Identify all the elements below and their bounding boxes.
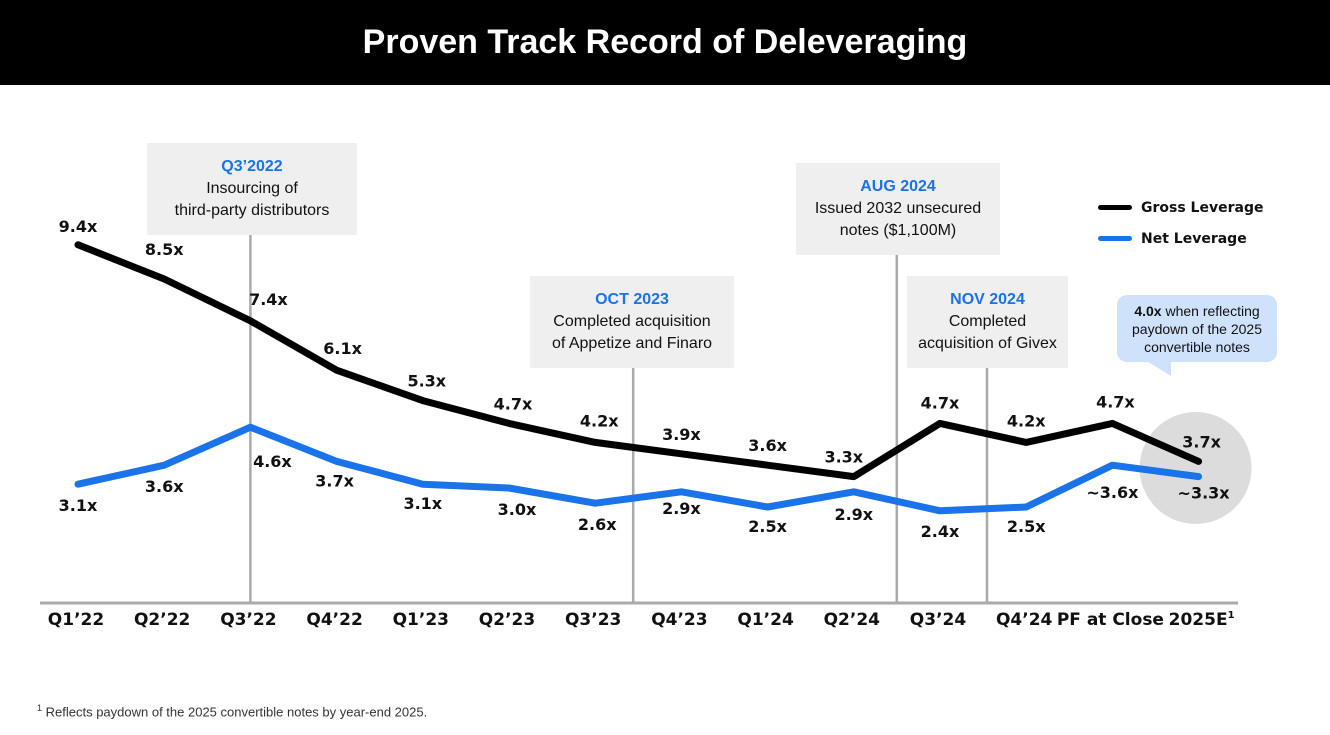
callout-text: Insourcing of bbox=[206, 180, 298, 197]
x-tick-label: Q2’23 bbox=[479, 610, 535, 630]
net-data-label: 4.6x bbox=[253, 452, 292, 471]
x-tick-label: Q1’23 bbox=[393, 610, 449, 630]
callout-heading: NOV 2024 bbox=[950, 291, 1025, 308]
gross-data-label: 6.1x bbox=[323, 339, 362, 358]
gross-data-label: 7.4x bbox=[249, 290, 288, 309]
x-tick-label: Q4’23 bbox=[651, 610, 707, 630]
callout-text: acquisition of Givex bbox=[918, 335, 1057, 352]
x-tick-label: Q3’24 bbox=[910, 610, 967, 630]
net-data-label: 3.7x bbox=[315, 471, 354, 490]
net-data-label: 2.5x bbox=[1007, 517, 1046, 536]
net-leverage-line bbox=[74, 423, 1203, 515]
gross-data-label: 8.5x bbox=[145, 240, 184, 259]
x-tick-label: 2025E1 bbox=[1169, 610, 1235, 630]
chart-legend: Gross Leverage Net Leverage bbox=[1098, 192, 1263, 254]
x-tick-label: PF at Close bbox=[1057, 610, 1164, 630]
net-data-label: 3.6x bbox=[145, 477, 184, 496]
convertible-notes-bubble: 4.0x when reflecting paydown of the 2025… bbox=[1117, 295, 1277, 376]
legend-item-net: Net Leverage bbox=[1098, 223, 1263, 254]
gross-data-label: 4.7x bbox=[1096, 392, 1135, 411]
bubble-value: 4.0x bbox=[1134, 302, 1162, 319]
net-data-label: 3.1x bbox=[59, 496, 98, 515]
gross-data-label: 3.6x bbox=[748, 436, 787, 455]
gross-leverage-line bbox=[74, 241, 1203, 481]
gross-data-label: 3.7x bbox=[1182, 432, 1221, 451]
net-data-label: ~3.6x bbox=[1086, 483, 1139, 502]
legend-label: Gross Leverage bbox=[1141, 199, 1264, 216]
footnote-text: Reflects paydown of the 2025 convertible… bbox=[42, 704, 428, 720]
gross-data-label: 9.4x bbox=[59, 217, 98, 236]
x-tick-label: Q1’22 bbox=[48, 610, 104, 630]
callout-aug-2024: AUG 2024 Issued 2032 unsecured notes ($1… bbox=[796, 163, 1000, 255]
title-bar: Proven Track Record of Deleveraging bbox=[0, 0, 1330, 85]
callout-heading: AUG 2024 bbox=[860, 178, 936, 195]
callout-nov-2024: NOV 2024 Completed acquisition of Givex bbox=[907, 276, 1068, 368]
bubble-text: paydown of the 2025 bbox=[1132, 320, 1262, 337]
net-data-label: 2.9x bbox=[662, 499, 701, 518]
callout-text: third-party distributors bbox=[174, 202, 330, 219]
callout-heading: OCT 2023 bbox=[595, 291, 669, 308]
bubble-text: when reflecting bbox=[1161, 302, 1260, 319]
gross-data-label: 5.3x bbox=[407, 372, 446, 391]
forecast-highlight bbox=[1139, 412, 1252, 524]
callout-text: notes ($1,100M) bbox=[839, 222, 957, 239]
x-tick-superscript: 1 bbox=[1228, 610, 1235, 621]
x-tick-label: Q3’23 bbox=[565, 610, 621, 630]
footnote: 1 Reflects paydown of the 2025 convertib… bbox=[37, 703, 427, 719]
net-data-label: 2.6x bbox=[578, 515, 617, 534]
callout-text: of Appetize and Finaro bbox=[551, 335, 713, 352]
gross-data-label: 3.9x bbox=[662, 425, 701, 444]
footnote-marker: 1 bbox=[37, 703, 43, 713]
page-title: Proven Track Record of Deleveraging bbox=[362, 23, 968, 61]
callout-heading: Q3’2022 bbox=[221, 158, 283, 175]
net-data-label: 2.4x bbox=[921, 522, 960, 541]
legend-swatch-net bbox=[1098, 236, 1132, 241]
callout-oct-2023: OCT 2023 Completed acquisition of Appeti… bbox=[530, 276, 734, 368]
x-tick-label: Q1’24 bbox=[737, 610, 794, 630]
x-tick-label: Q4’22 bbox=[306, 610, 362, 630]
legend-item-gross: Gross Leverage bbox=[1098, 192, 1263, 223]
callout-text: Issued 2032 unsecured bbox=[814, 200, 982, 217]
callout-text: Completed acquisition bbox=[553, 313, 711, 330]
net-data-label: 3.1x bbox=[403, 494, 442, 513]
gross-data-label: 4.2x bbox=[1007, 411, 1046, 430]
x-tick-label: Q3’22 bbox=[220, 610, 276, 630]
gross-data-label: 3.3x bbox=[824, 448, 863, 467]
gross-data-label: 4.2x bbox=[580, 411, 619, 430]
gross-data-label: 4.7x bbox=[921, 393, 960, 412]
net-data-label: 2.5x bbox=[748, 517, 787, 536]
bubble-text: convertible notes bbox=[1144, 338, 1250, 355]
net-data-label: 2.9x bbox=[834, 505, 873, 524]
x-tick-label: Q2’24 bbox=[824, 610, 881, 630]
net-data-label: ~3.3x bbox=[1178, 484, 1231, 503]
gross-data-label: 4.7x bbox=[494, 394, 533, 413]
net-data-label: 3.0x bbox=[498, 500, 537, 519]
x-tick-label: Q2’22 bbox=[134, 610, 190, 630]
callout-text: Completed bbox=[948, 313, 1027, 330]
x-tick-label: Q4’24 bbox=[996, 610, 1053, 630]
callout-q3-2022: Q3’2022 Insourcing of third-party distri… bbox=[147, 143, 357, 235]
legend-label: Net Leverage bbox=[1141, 230, 1247, 247]
legend-swatch-gross bbox=[1098, 205, 1132, 210]
